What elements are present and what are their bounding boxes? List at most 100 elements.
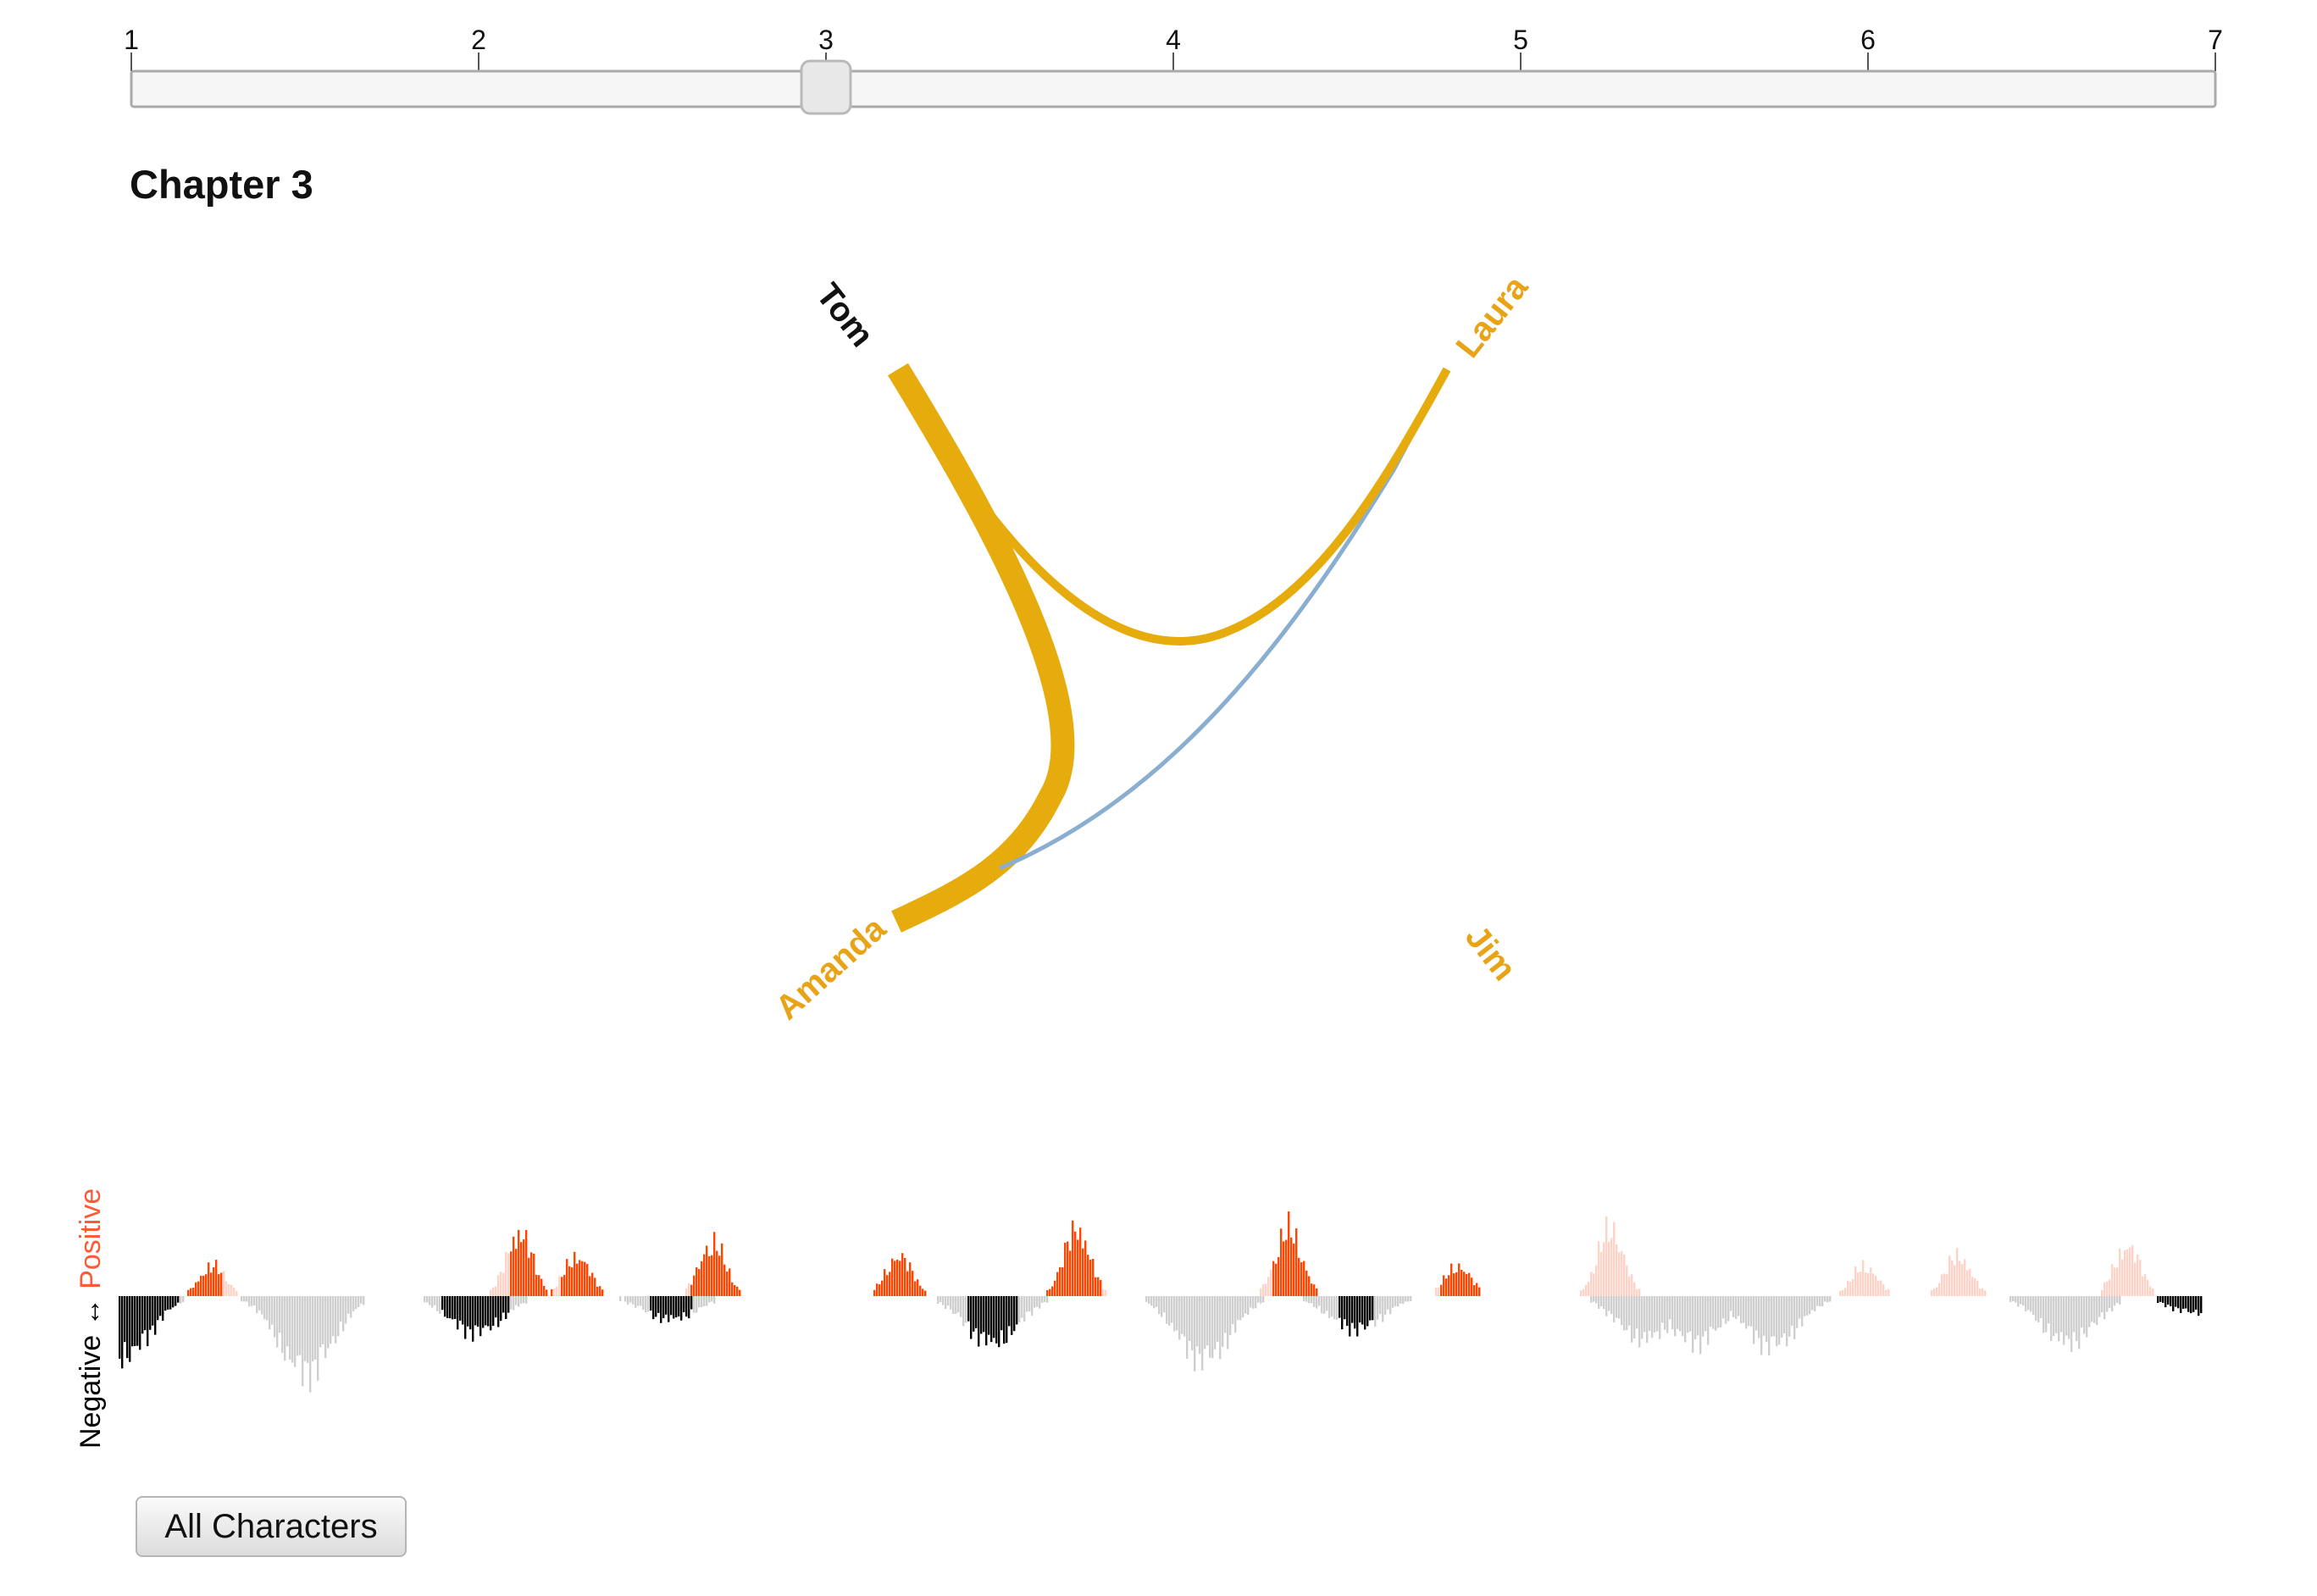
sentiment-bar-negative — [947, 1296, 950, 1306]
sentiment-bar-negative — [1318, 1296, 1321, 1306]
sentiment-bar-positive — [530, 1252, 533, 1296]
sentiment-bar-positive — [1295, 1228, 1298, 1296]
sentiment-bar-positive — [1082, 1248, 1084, 1296]
sentiment-bar-negative — [1712, 1296, 1715, 1329]
sentiment-bar-negative — [980, 1296, 983, 1334]
character-label-tom[interactable]: Tom — [809, 276, 881, 353]
sentiment-bar-negative — [2081, 1296, 2083, 1328]
sentiment-bar-negative — [2017, 1296, 2020, 1307]
sentiment-bar-positive — [726, 1272, 729, 1296]
sentiment-bar-positive — [1059, 1266, 1061, 1296]
character-label-amanda[interactable]: Amanda — [768, 909, 893, 1027]
sentiment-bar-positive — [495, 1286, 497, 1296]
sentiment-bar-negative — [988, 1296, 990, 1335]
axis-negative-label: Negative ↔ Positive — [75, 1189, 107, 1449]
sentiment-bar-negative — [2175, 1296, 2177, 1307]
sentiment-bar-negative — [180, 1296, 182, 1304]
link-tom-amanda[interactable] — [888, 363, 1075, 933]
sentiment-bar-negative — [518, 1296, 520, 1307]
sentiment-bar-negative — [1608, 1296, 1610, 1311]
link-tom-laura[interactable] — [894, 367, 1451, 646]
sentiment-bar-negative — [1397, 1296, 1400, 1307]
sentiment-bar-positive — [696, 1267, 698, 1296]
sentiment-bar-negative — [1644, 1296, 1646, 1333]
all-characters-button[interactable]: All Characters — [136, 1496, 407, 1557]
sentiment-bar-negative — [1364, 1296, 1366, 1330]
sentiment-bar-positive — [1605, 1216, 1608, 1296]
sentiment-bar-negative — [970, 1296, 973, 1339]
slider-track[interactable] — [130, 69, 2217, 108]
sentiment-bar-positive — [1887, 1288, 1890, 1296]
sentiment-bar-negative — [1361, 1296, 1364, 1325]
slider-ticks: 1 2 3 4 5 6 7 — [124, 25, 2223, 71]
sentiment-bar-negative — [261, 1296, 263, 1315]
sentiment-bar-positive — [1946, 1273, 1948, 1296]
sentiment-bar-negative — [2119, 1296, 2121, 1305]
sentiment-bar-negative — [713, 1296, 716, 1304]
sentiment-bar-negative — [1181, 1296, 1183, 1334]
sentiment-bar-positive — [1583, 1288, 1585, 1296]
character-label-jim[interactable]: Jim — [1458, 918, 1523, 987]
sentiment-bar-negative — [1369, 1296, 1372, 1321]
sentiment-bar-negative — [482, 1296, 485, 1328]
sentiment-bar-positive — [2149, 1286, 2152, 1296]
sentiment-bar-positive — [1971, 1277, 1974, 1296]
sentiment-bar-negative — [515, 1296, 518, 1305]
sentiment-bar-negative — [144, 1296, 147, 1331]
sentiment-bar-positive — [731, 1282, 734, 1296]
sentiment-bar-negative — [1646, 1296, 1649, 1344]
sentiment-bar-negative — [1697, 1296, 1699, 1336]
sentiment-bar-negative — [1199, 1296, 1201, 1355]
sentiment-bar-negative — [1659, 1296, 1661, 1339]
slider-tick-label: 2 — [471, 25, 486, 55]
sentiment-bar-negative — [688, 1296, 690, 1319]
sentiment-bar-negative — [2096, 1296, 2098, 1326]
sentiment-bar-negative — [1328, 1296, 1331, 1318]
sentiment-bar-positive — [1974, 1277, 1976, 1296]
sentiment-bar-negative — [477, 1296, 479, 1327]
sentiment-bar-negative — [942, 1296, 945, 1305]
sentiment-bar-positive — [1278, 1256, 1280, 1296]
sentiment-bar-negative — [2045, 1296, 2048, 1333]
sentiment-bar-negative — [1232, 1296, 1234, 1325]
sentiment-bar-positive — [899, 1261, 901, 1296]
sentiment-bar-positive — [1633, 1282, 1636, 1296]
sentiment-bar-negative — [182, 1296, 185, 1302]
sentiment-bar-positive — [492, 1287, 495, 1296]
sentiment-bar-positive — [1290, 1237, 1293, 1296]
sentiment-bar-positive — [909, 1262, 912, 1296]
sentiment-bars[interactable] — [119, 1211, 2203, 1393]
sentiment-bar-negative — [2185, 1296, 2187, 1309]
sentiment-bar-negative — [1738, 1296, 1740, 1316]
sentiment-bar-negative — [1168, 1296, 1171, 1326]
character-label-laura[interactable]: Laura — [1449, 269, 1535, 365]
link-amanda-laura[interactable] — [999, 368, 1450, 871]
sentiment-bar-negative — [444, 1296, 446, 1317]
sentiment-bar-negative — [1034, 1296, 1036, 1308]
sentiment-bar-positive — [1305, 1270, 1308, 1296]
sentiment-bar-positive — [1443, 1275, 1445, 1296]
sentiment-bar-negative — [1765, 1296, 1768, 1343]
sentiment-bar-positive — [599, 1286, 601, 1296]
sentiment-bar-positive — [698, 1269, 701, 1296]
sentiment-bar-negative — [446, 1296, 449, 1318]
sentiment-bar-positive — [1260, 1288, 1262, 1296]
sentiment-bar-negative — [1041, 1296, 1044, 1303]
sentiment-bar-negative — [650, 1296, 652, 1311]
sentiment-bar-negative — [1359, 1296, 1361, 1323]
sentiment-bar-negative — [1763, 1296, 1765, 1336]
sentiment-bar-positive — [213, 1266, 215, 1296]
sentiment-bar-positive — [723, 1264, 726, 1296]
sentiment-bar-negative — [1649, 1296, 1651, 1331]
sentiment-bar-negative — [2086, 1296, 2088, 1338]
sentiment-bar-negative — [1316, 1296, 1318, 1309]
chapter-slider[interactable]: 1 2 3 4 5 6 7 — [0, 0, 2317, 127]
sentiment-bar-positive — [205, 1274, 208, 1296]
sentiment-bar-negative — [297, 1296, 299, 1356]
sentiment-bar-positive — [568, 1266, 571, 1296]
sentiment-bar-positive — [1870, 1267, 1872, 1296]
sentiment-bar-negative — [1305, 1296, 1308, 1302]
slider-handle[interactable] — [800, 59, 852, 115]
sentiment-bar-negative — [1311, 1296, 1313, 1304]
sentiment-bar-positive — [1969, 1268, 1971, 1296]
